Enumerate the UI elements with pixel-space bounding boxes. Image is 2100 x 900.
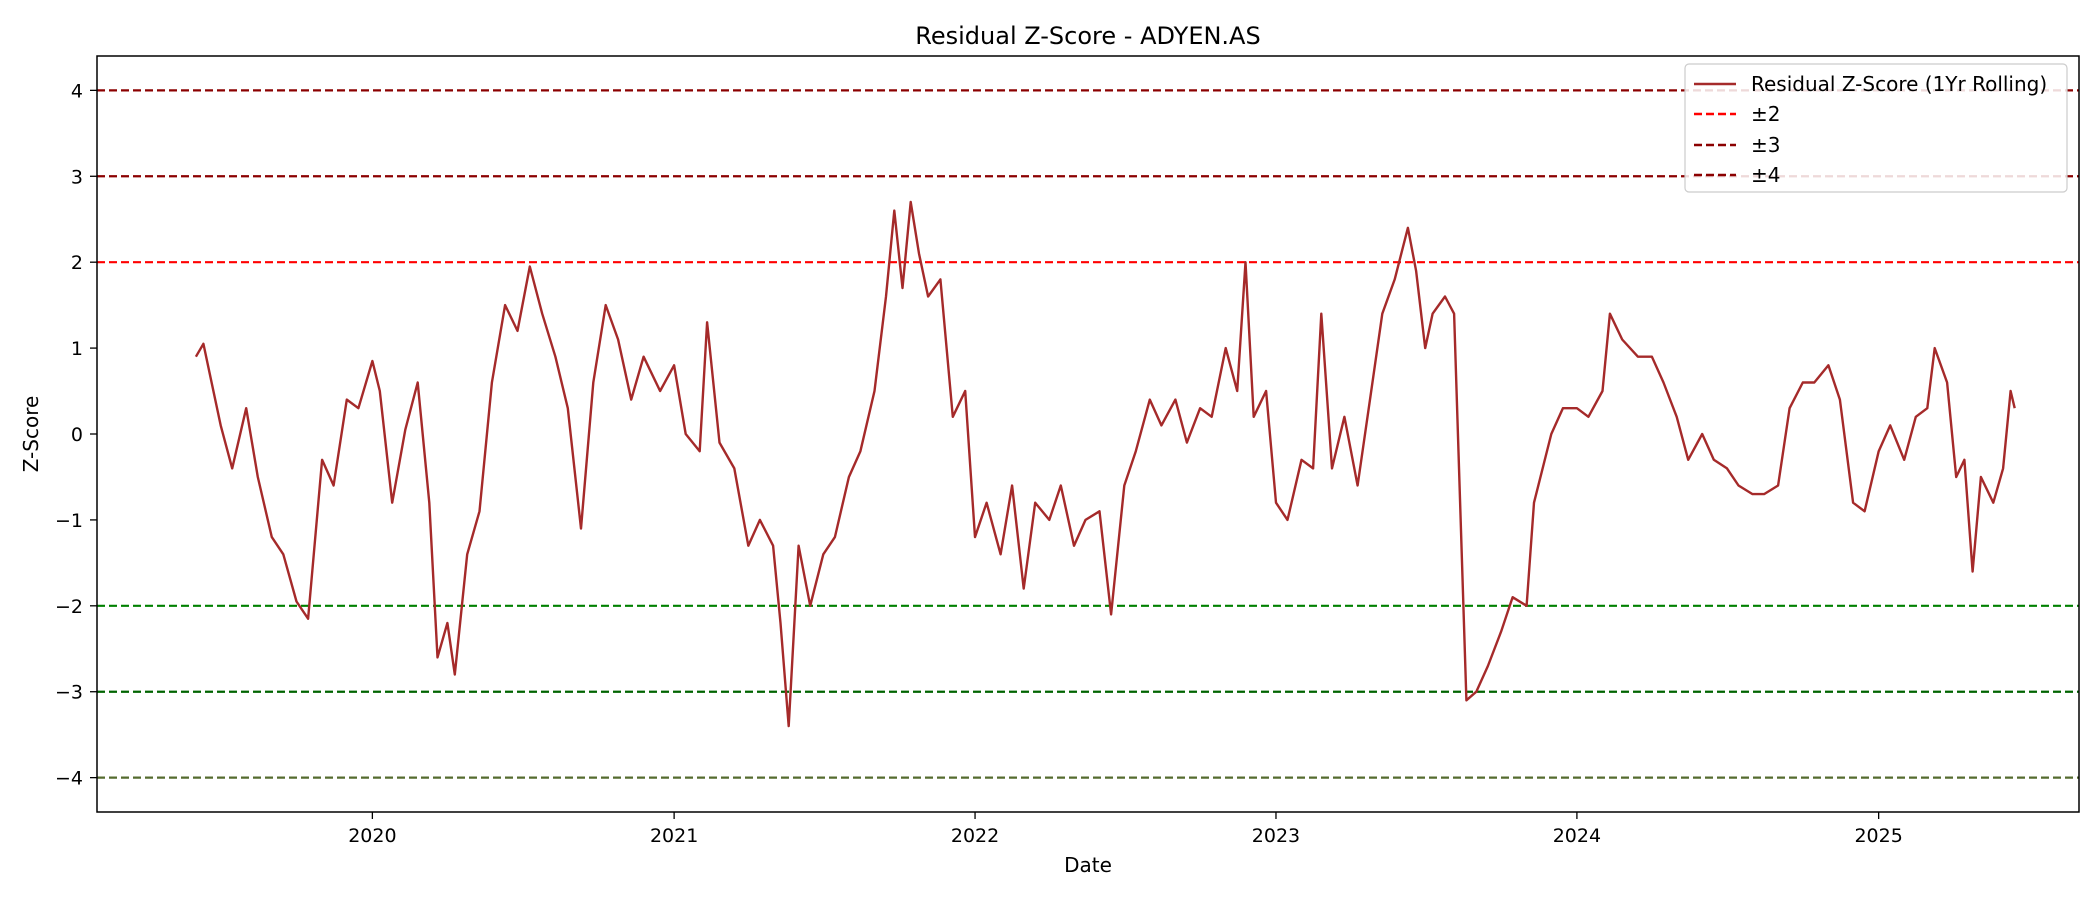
x-tick-label-3: 2023	[1252, 825, 1300, 847]
y-tick-label-4: 0	[71, 424, 83, 446]
x-tick-label-4: 2024	[1553, 825, 1601, 847]
series-layer	[194, 200, 2016, 728]
x-tick-label-5: 2025	[1854, 825, 1902, 847]
reference-lines	[97, 89, 2079, 779]
x-tick-label-2: 2022	[951, 825, 999, 847]
chart-title: Residual Z-Score - ADYEN.AS	[915, 22, 1260, 50]
y-tick-label-5: 1	[71, 338, 83, 360]
y-tick-label-3: −1	[55, 510, 83, 532]
legend-label-2: ±2	[1751, 102, 1780, 126]
x-axis: 2020 2021 2022 2023 2024 2025	[348, 812, 1903, 847]
legend-label-4: ±4	[1751, 163, 1780, 187]
y-tick-label-7: 3	[71, 166, 83, 188]
legend: Residual Z-Score (1Yr Rolling) ±2 ±3 ±4	[1684, 63, 2068, 193]
plot-frame	[96, 55, 2080, 813]
y-axis-label: Z-Score	[19, 396, 43, 473]
y-tick-label-1: −3	[55, 682, 83, 704]
y-tick-label-2: −2	[55, 596, 83, 618]
y-tick-label-0: −4	[55, 768, 83, 790]
legend-label-series: Residual Z-Score (1Yr Rolling)	[1751, 72, 2047, 96]
x-axis-label: Date	[1064, 853, 1112, 877]
y-tick-label-6: 2	[71, 252, 83, 274]
x-tick-label-0: 2020	[348, 825, 396, 847]
series-line-0	[194, 200, 2016, 728]
legend-box	[1684, 63, 2068, 193]
legend-label-3: ±3	[1751, 133, 1780, 157]
y-axis: −4 −3 −2 −1 0 1 2 3 4	[55, 80, 97, 790]
y-tick-label-8: 4	[71, 80, 83, 102]
x-tick-label-1: 2021	[650, 825, 698, 847]
